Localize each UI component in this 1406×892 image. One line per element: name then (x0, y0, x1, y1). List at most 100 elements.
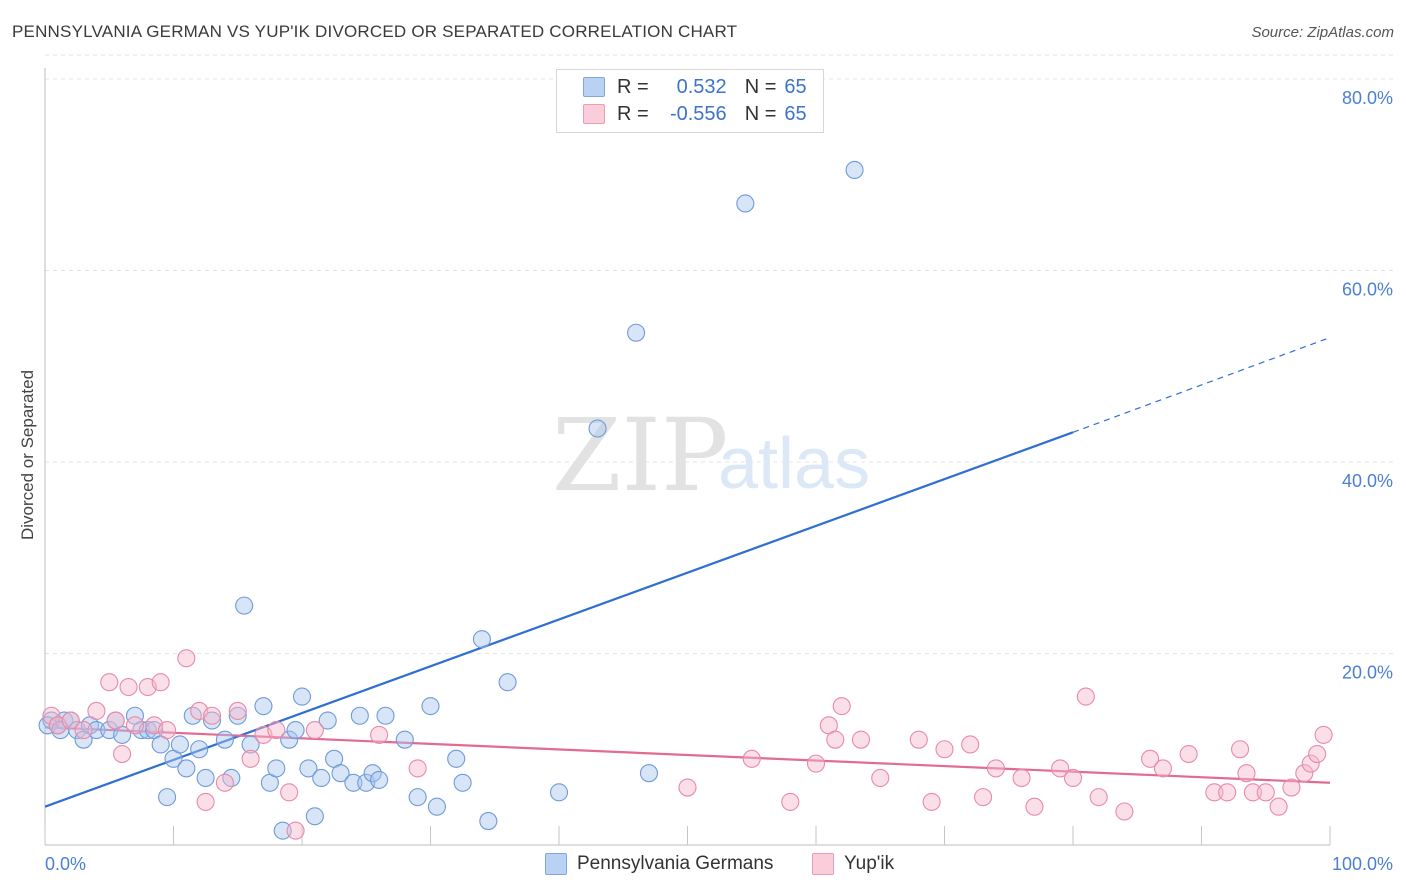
point-yupik (832, 697, 851, 716)
ticks: 20.0% 40.0% 60.0% 80.0% 0.0% 100.0% (45, 88, 1393, 874)
point-yupik (1237, 764, 1256, 783)
point-pennsylvania (421, 697, 440, 716)
legend-r-value: -0.556 (669, 102, 727, 125)
bottom-legend-label: Pennsylvania Germans (577, 853, 774, 874)
x-tick-label: 0.0% (45, 854, 86, 874)
point-pennsylvania (254, 697, 273, 716)
point-pennsylvania (453, 773, 472, 792)
point-yupik (742, 749, 761, 768)
point-pennsylvania (427, 797, 446, 816)
legend-row-yupik: R = -0.556 N = 65 (557, 101, 807, 127)
point-yupik (909, 730, 928, 749)
watermark: ZIP atlas (552, 397, 870, 514)
point-pennsylvania (344, 773, 363, 792)
trendlines (44, 336, 1331, 808)
point-pennsylvania (318, 711, 337, 730)
point-pennsylvania (273, 821, 292, 840)
point-yupik (1256, 783, 1275, 802)
point-pennsylvania (549, 783, 569, 802)
point-yupik (1205, 783, 1224, 802)
point-yupik (1269, 797, 1288, 816)
point-yupik (1308, 744, 1327, 764)
point-yupik (203, 706, 222, 725)
point-yupik (215, 773, 234, 792)
legend-n-value: 65 (784, 75, 807, 98)
point-pennsylvania (292, 687, 312, 706)
point-yupik (1301, 754, 1320, 773)
point-yupik (678, 778, 697, 797)
legend-r-value: 0.532 (676, 75, 727, 98)
point-pennsylvania (235, 596, 254, 615)
point-yupik (1115, 802, 1134, 821)
point-yupik (1089, 788, 1108, 807)
point-pennsylvania (350, 706, 369, 725)
point-pennsylvania (312, 768, 331, 788)
point-pennsylvania (736, 194, 755, 213)
legend-n-label: N = (744, 102, 777, 125)
legend-row-pennsylvania: R = 0.532 N = 65 (557, 74, 807, 100)
point-pennsylvania (299, 759, 318, 778)
bottom-swatch-pennsylvania (545, 853, 567, 875)
source-label: Source: ZipAtlas.com (1251, 24, 1394, 41)
point-pennsylvania (479, 812, 498, 831)
point-yupik (61, 711, 80, 730)
point-yupik (100, 673, 119, 692)
x-tick-label: 100.0% (1332, 854, 1393, 874)
correlation-legend: R = 0.532 N = 65 R = -0.556 N = 65 (556, 69, 824, 133)
point-yupik (370, 725, 389, 744)
point-pennsylvania (215, 730, 234, 749)
point-pennsylvania (498, 673, 517, 692)
point-yupik (806, 754, 826, 773)
legend-n-label: N = (744, 75, 777, 98)
point-yupik (1282, 778, 1301, 797)
point-yupik (935, 740, 954, 759)
point-pennsylvania (280, 730, 299, 749)
point-pennsylvania (203, 711, 222, 730)
point-yupik (973, 788, 993, 807)
legend-swatch-yupik (583, 104, 605, 124)
legend-r-label: R = (617, 102, 649, 125)
point-pennsylvania (177, 759, 196, 778)
point-yupik (228, 701, 247, 721)
point-pennsylvania (305, 807, 324, 826)
point-yupik (922, 792, 941, 811)
point-pennsylvania (370, 770, 389, 789)
point-pennsylvania (158, 788, 177, 807)
bottom-legend-yupik: Yup'ik (812, 852, 894, 876)
point-yupik (1141, 749, 1160, 768)
point-yupik (305, 721, 324, 740)
point-pennsylvania (170, 735, 189, 754)
point-yupik (42, 706, 61, 725)
legend-swatch-pennsylvania (583, 77, 605, 97)
data-points (38, 160, 1333, 840)
point-pennsylvania (408, 788, 427, 807)
point-yupik (1063, 768, 1083, 788)
point-yupik (1012, 768, 1031, 788)
point-pennsylvania (472, 630, 491, 649)
point-yupik (851, 730, 871, 749)
point-yupik (1314, 725, 1333, 744)
point-yupik (1025, 797, 1044, 816)
gridlines (45, 54, 1393, 654)
chart-title: PENNSYLVANIA GERMAN VS YUP'IK DIVORCED O… (12, 22, 738, 41)
legend-n-value: 65 (784, 102, 807, 125)
point-yupik (1051, 759, 1070, 778)
point-pennsylvania (241, 735, 260, 754)
point-yupik (781, 792, 800, 811)
y-tick-label: 80.0% (1342, 88, 1393, 108)
point-yupik (1243, 783, 1262, 802)
watermark-zip: ZIP (552, 397, 728, 514)
point-pennsylvania (447, 749, 466, 768)
point-yupik (1231, 740, 1250, 759)
point-pennsylvania (228, 706, 247, 725)
point-yupik (1153, 759, 1172, 778)
point-yupik (986, 759, 1005, 778)
point-yupik (177, 649, 196, 668)
bottom-legend-label: Yup'ik (844, 853, 895, 874)
trend-line-extension (1072, 336, 1331, 433)
point-pennsylvania (196, 768, 215, 788)
point-pennsylvania (639, 764, 659, 783)
point-pennsylvania (627, 323, 646, 342)
point-pennsylvania (190, 740, 209, 759)
point-yupik (1076, 687, 1095, 706)
